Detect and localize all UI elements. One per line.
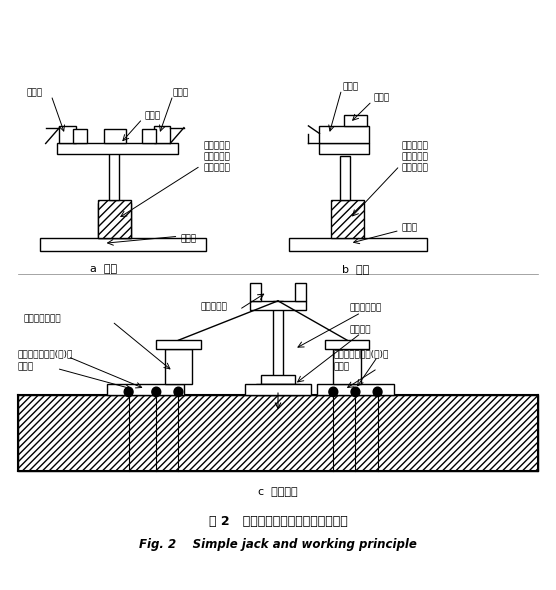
Bar <box>340 156 350 200</box>
Text: 顶扣钢耳板: 顶扣钢耳板 <box>201 302 227 312</box>
Bar <box>344 115 366 126</box>
Text: 止扭件: 止扭件 <box>342 82 359 91</box>
Text: 止扭件: 止扭件 <box>173 88 189 97</box>
Bar <box>245 384 311 395</box>
Bar <box>289 238 428 251</box>
Text: 直螺纹套筒及螺(锚)栓: 直螺纹套筒及螺(锚)栓 <box>18 349 73 358</box>
Bar <box>98 203 131 238</box>
Bar <box>317 384 394 395</box>
Text: 临时支撑钢柱: 临时支撑钢柱 <box>350 303 382 313</box>
Text: b  侧面: b 侧面 <box>342 264 369 274</box>
Circle shape <box>124 387 133 396</box>
Text: a  正面: a 正面 <box>90 264 117 274</box>
Bar <box>273 301 283 384</box>
Bar <box>110 153 119 200</box>
Bar <box>320 143 369 154</box>
Text: 钢垫板: 钢垫板 <box>334 362 350 371</box>
Bar <box>331 200 364 238</box>
Text: 止扭件: 止扭件 <box>26 88 42 97</box>
Text: c  工作原理: c 工作原理 <box>258 487 298 497</box>
Bar <box>250 283 261 301</box>
Text: Fig. 2    Simple jack and working principle: Fig. 2 Simple jack and working principle <box>139 538 417 551</box>
Bar <box>57 143 178 154</box>
Circle shape <box>351 387 360 396</box>
Circle shape <box>373 387 382 396</box>
Bar <box>40 238 206 251</box>
Bar <box>261 375 295 384</box>
Bar <box>156 340 201 349</box>
Text: 图 2   简易千斤顶装置及工作原理示意: 图 2 简易千斤顶装置及工作原理示意 <box>208 514 348 527</box>
Text: 简易千斤顶装置: 简易千斤顶装置 <box>23 314 61 323</box>
Bar <box>107 384 184 395</box>
Text: 平钢板: 平钢板 <box>373 94 389 103</box>
Bar <box>250 301 306 310</box>
Bar <box>256 384 300 395</box>
Text: 钢垫板: 钢垫板 <box>18 362 34 371</box>
Text: 直螺纹套筒
带直螺纹头
的螺纹钢筋: 直螺纹套筒 带直螺纹头 的螺纹钢筋 <box>401 142 428 173</box>
Text: 钢底板: 钢底板 <box>180 235 196 244</box>
Text: 平钢板: 平钢板 <box>144 112 160 120</box>
Bar <box>98 200 131 238</box>
Bar <box>105 129 126 143</box>
Bar <box>73 129 87 143</box>
Bar <box>334 349 361 384</box>
Bar <box>320 126 369 143</box>
Bar <box>295 283 306 301</box>
Text: 直螺纹套筒
带直螺纹头
的螺纹钢筋: 直螺纹套筒 带直螺纹头 的螺纹钢筋 <box>203 142 230 173</box>
Bar <box>153 126 170 143</box>
Circle shape <box>152 387 161 396</box>
Bar <box>18 395 538 471</box>
Bar <box>165 349 192 384</box>
Text: 基座钢板: 基座钢板 <box>350 326 371 335</box>
Bar <box>59 126 76 143</box>
Bar <box>142 129 156 143</box>
Text: 钢底板: 钢底板 <box>401 223 418 232</box>
Bar <box>325 340 369 349</box>
Text: 直螺纹套筒及螺(锚)栓: 直螺纹套筒及螺(锚)栓 <box>334 349 389 358</box>
Circle shape <box>174 387 183 396</box>
Circle shape <box>329 387 337 396</box>
